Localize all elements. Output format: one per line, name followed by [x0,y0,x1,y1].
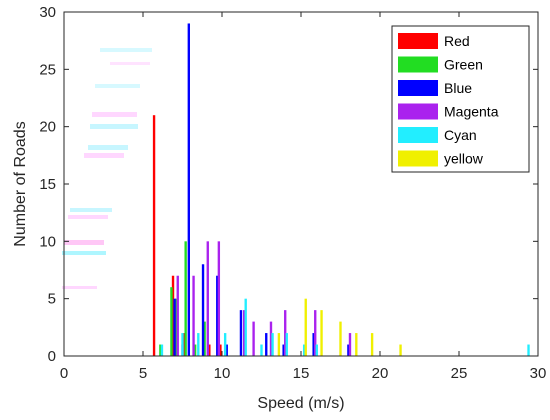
bar-red-4 [219,344,222,356]
bar-blue-6 [265,333,268,356]
bar-yellow-0 [277,333,281,356]
legend-label-blue: Blue [444,80,472,96]
legend-swatch-magenta [398,103,438,120]
bar-cyan-3 [223,333,227,356]
legend-swatch-green [398,56,438,73]
x-tick-label: 5 [139,365,147,382]
y-tick-label: 5 [48,291,56,308]
bar-magenta-3 [206,241,209,356]
bar-yellow-3 [339,321,342,356]
x-tick-label: 0 [60,365,68,382]
bar-red-2 [182,333,186,356]
x-tick-label: 20 [372,365,389,382]
x-axis-label: Speed (m/s) [257,395,344,412]
y-tick-label: 10 [39,233,56,250]
x-tick-label: 25 [451,365,468,382]
legend: Red Green Blue Magenta Cyan yellow [391,25,530,173]
ticks-layer: 0 5 10 15 20 25 30 0 5 10 15 20 25 30 [39,4,546,382]
bar-cyan-2 [197,333,200,356]
x-tick-label: 15 [293,365,310,382]
bar-magenta-7 [269,321,273,356]
bar-cyan-6 [271,333,274,356]
bar-blue-0 [173,298,176,356]
legend-label-yellow: yellow [444,151,484,167]
bar-green-1 [170,287,173,356]
y-tick-label: 25 [39,61,56,78]
bar-magenta-10 [348,333,352,356]
bar-cyan-5 [260,344,263,356]
legend-label-red: Red [444,33,470,49]
bar-red-1 [171,275,175,356]
bar-cyan-1 [181,333,184,356]
bar-blue-3 [216,275,219,356]
bar-yellow-6 [399,344,402,356]
bar-magenta-9 [314,310,317,356]
bars-layer [152,23,530,356]
bar-magenta-0 [176,275,179,356]
bar-green-5 [203,321,206,356]
bar-blue-8 [312,333,315,356]
y-tick-label: 0 [48,348,56,365]
legend-label-cyan: Cyan [444,127,477,143]
legend-swatch-blue [398,80,438,96]
bar-yellow-1 [304,298,307,356]
bar-magenta-6 [252,321,255,356]
bar-cyan-9 [315,344,318,356]
legend-items: Red Green Blue Magenta Cyan yellow [398,33,499,167]
legend-swatch-red [398,33,438,49]
bar-blue-5 [239,310,243,356]
x-tick-label: 10 [214,365,231,382]
bar-cyan-4 [244,298,247,356]
bar-magenta-4 [217,241,221,356]
bar-red-3 [208,344,211,356]
bar-cyan-10 [527,344,530,356]
bar-blue-2 [201,264,205,356]
bar-yellow-4 [355,333,358,356]
bar-red-0 [152,115,156,356]
left-streak-artifacts [62,48,152,289]
legend-box [391,25,530,173]
y-tick-label: 20 [39,119,56,136]
bar-blue-1 [187,23,190,356]
x-tick-label: 30 [530,365,547,382]
bar-yellow-5 [370,333,374,356]
y-tick-label: 30 [39,4,56,21]
bar-blue-7 [282,344,285,356]
plot-area: 0 5 10 15 20 25 30 0 5 10 15 20 25 30 [39,4,546,382]
legend-swatch-yellow [398,150,438,167]
bar-cyan-7 [285,333,288,356]
y-tick-label: 15 [39,176,56,193]
bar-green-3 [184,241,187,356]
legend-label-green: Green [444,57,483,73]
bar-blue-4 [225,344,228,356]
bar-cyan-0 [160,344,164,356]
legend-label-magenta: Magenta [444,104,499,120]
bar-green-0 [159,344,162,356]
bar-magenta-8 [284,310,287,356]
bar-yellow-2 [320,310,323,356]
bar-magenta-5 [242,310,246,356]
bar-cyan-8 [302,344,306,356]
legend-swatch-cyan [398,127,438,143]
bar-blue-9 [347,344,350,356]
bar-green-2 [175,298,178,356]
bar-magenta-2 [192,275,195,356]
y-axis-label: Number of Roads [12,121,29,246]
bar-green-4 [193,344,197,356]
